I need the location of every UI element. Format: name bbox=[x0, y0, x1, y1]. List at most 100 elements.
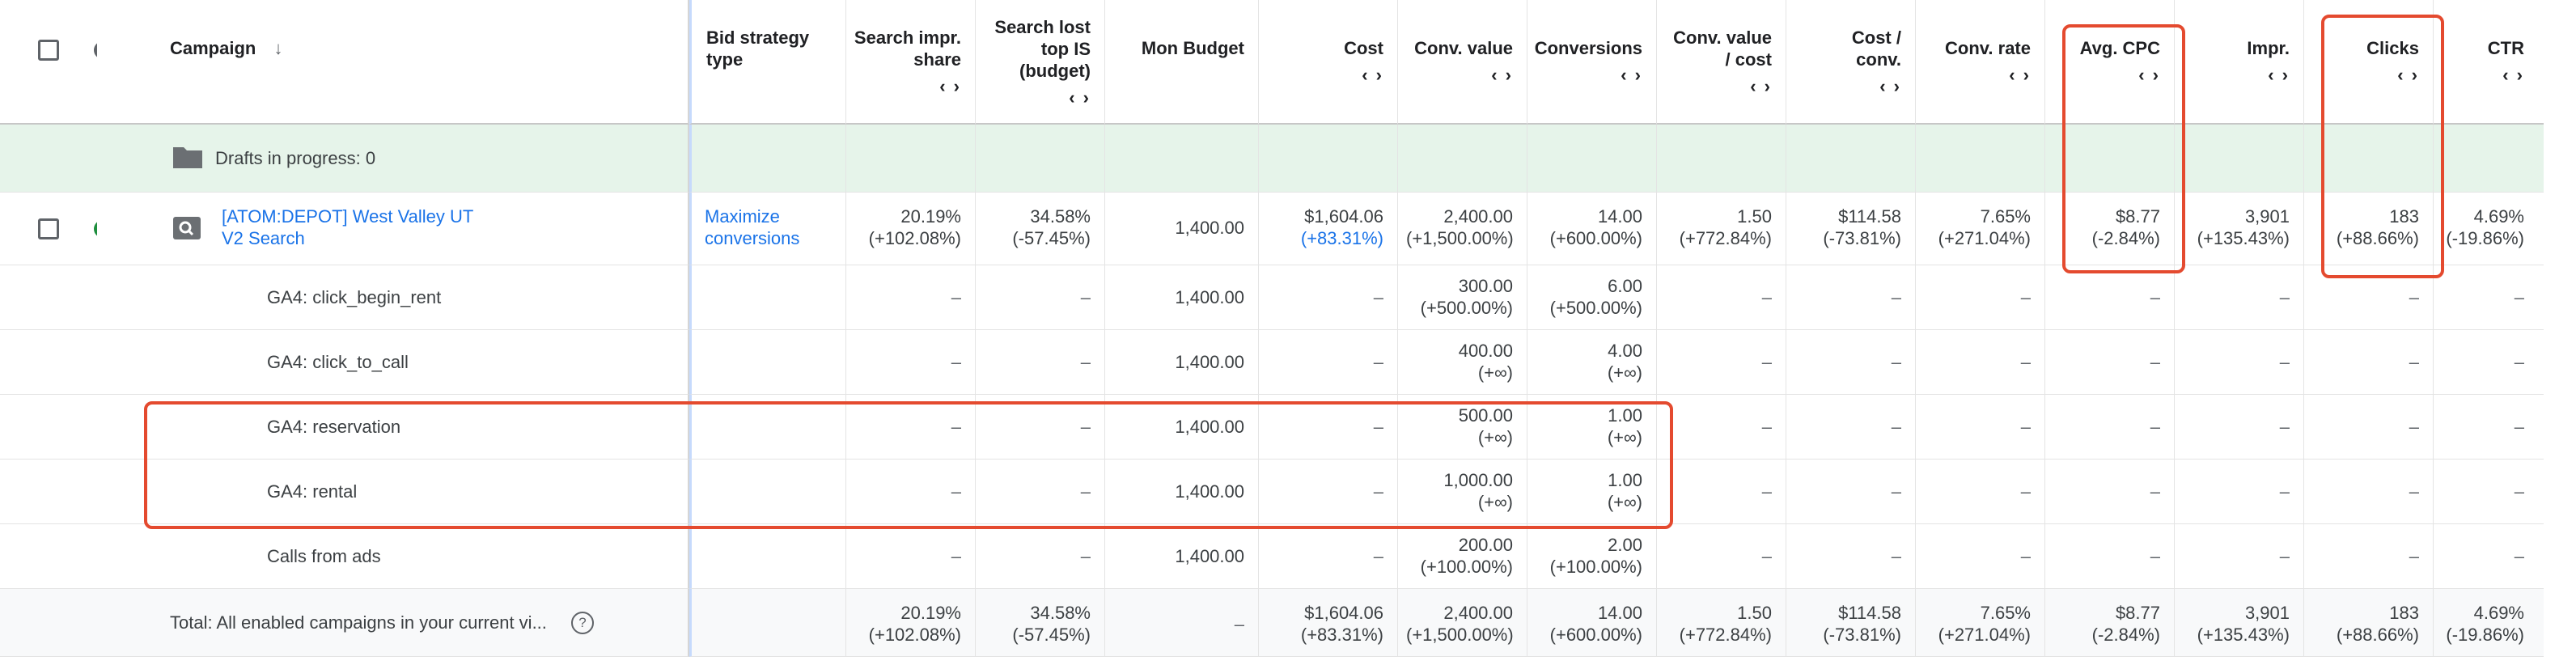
help-icon[interactable]: ? bbox=[570, 612, 594, 634]
dash-value: – bbox=[2279, 481, 2290, 502]
dash-cell: – bbox=[2175, 330, 2304, 395]
header-campaign[interactable]: Campaign ↓ bbox=[97, 0, 689, 125]
dash-value: – bbox=[2020, 481, 2031, 502]
sort-arrows-icon[interactable]: ‹ › bbox=[2268, 65, 2290, 85]
sort-arrows-icon[interactable]: ‹ › bbox=[2397, 65, 2419, 85]
header-search-impr-share[interactable]: Search impr. share ‹ › bbox=[846, 0, 976, 125]
header-label: Conv. value / cost bbox=[1673, 28, 1772, 70]
delta: (-2.84%) bbox=[2091, 228, 2160, 248]
dash-cell: – bbox=[2045, 524, 2175, 589]
sort-down-arrow-icon[interactable]: ↓ bbox=[273, 38, 283, 58]
dash-value: – bbox=[2150, 417, 2160, 437]
subrow-mon-budget: 1,400.00 bbox=[1105, 460, 1259, 524]
header-conv-rate[interactable]: Conv. rate ‹ › bbox=[1916, 0, 2045, 125]
header-impr[interactable]: Impr. ‹ › bbox=[2175, 0, 2304, 125]
dash-cell: – bbox=[2304, 460, 2434, 524]
header-ctr[interactable]: CTR ‹ › bbox=[2434, 0, 2544, 125]
drafts-empty bbox=[1916, 125, 2045, 193]
dash-value: – bbox=[2409, 417, 2419, 437]
value: $1,604.06 bbox=[1304, 206, 1383, 227]
bid-strategy-blank bbox=[689, 460, 846, 524]
dash-value: – bbox=[951, 352, 961, 372]
sort-arrows-icon[interactable]: ‹ › bbox=[1879, 76, 1901, 96]
dash-value: – bbox=[2409, 287, 2419, 307]
dash-value: – bbox=[1373, 417, 1383, 437]
delta: (-19.86%) bbox=[2446, 625, 2524, 645]
subrow-blank bbox=[0, 460, 97, 524]
campaign-name-link[interactable]: [ATOM:DEPOT] West Valley UT V2 Search bbox=[222, 205, 473, 249]
dash-value: – bbox=[951, 546, 961, 566]
sort-arrows-icon[interactable]: ‹ › bbox=[939, 76, 961, 96]
delta[interactable]: (+83.31%) bbox=[1300, 228, 1383, 248]
conversion-action-name: Calls from ads bbox=[267, 546, 381, 566]
header-cost[interactable]: Cost ‹ › bbox=[1259, 0, 1398, 125]
bid-strategy-cell[interactable]: Maximize conversions bbox=[689, 193, 846, 265]
dash-cell: – bbox=[1786, 330, 1916, 395]
value: 14.00 bbox=[1597, 206, 1642, 227]
select-all-checkbox[interactable] bbox=[38, 40, 59, 61]
dash-value: – bbox=[1080, 481, 1091, 502]
header-conv-value-cost[interactable]: Conv. value / cost ‹ › bbox=[1657, 0, 1786, 125]
sort-arrows-icon[interactable]: ‹ › bbox=[1750, 76, 1772, 96]
dash-value: – bbox=[2514, 481, 2524, 502]
dash-value: – bbox=[2150, 481, 2160, 502]
value: 500.00 bbox=[1458, 405, 1513, 426]
header-conversions[interactable]: Conversions ‹ › bbox=[1527, 0, 1657, 125]
sort-arrows-icon[interactable]: ‹ › bbox=[2138, 65, 2160, 85]
header-avg-cpc[interactable]: Avg. CPC ‹ › bbox=[2045, 0, 2175, 125]
header-label: Conv. value bbox=[1414, 38, 1513, 58]
subrow-conversions: 1.00 (+∞) bbox=[1527, 395, 1657, 460]
campaign-mon-budget: 1,400.00 bbox=[1105, 193, 1259, 265]
status-column-dot-icon[interactable] bbox=[94, 41, 97, 59]
dash-cell: – bbox=[2304, 330, 2434, 395]
delta: (-19.86%) bbox=[2446, 228, 2524, 248]
dash-value: – bbox=[2514, 546, 2524, 566]
campaign-conv-value: 2,400.00 (+1,500.00%) bbox=[1398, 193, 1527, 265]
dash-cell: – bbox=[1259, 330, 1398, 395]
drafts-empty bbox=[1786, 125, 1916, 193]
dash-cell: – bbox=[846, 395, 976, 460]
total-value-cell: – bbox=[1105, 589, 1259, 657]
value: 34.58% bbox=[1030, 206, 1091, 227]
campaign-checkbox[interactable] bbox=[38, 218, 59, 239]
sort-arrows-icon[interactable]: ‹ › bbox=[1362, 65, 1383, 85]
value: 1.00 bbox=[1608, 405, 1642, 426]
dash-value: – bbox=[2279, 352, 2290, 372]
dash-value: – bbox=[1891, 287, 1901, 307]
header-label: Search impr. share bbox=[854, 28, 961, 70]
enabled-status-dot-icon[interactable] bbox=[94, 220, 97, 238]
bid-strategy-line1: Maximize bbox=[705, 206, 780, 227]
dash-cell: – bbox=[1786, 460, 1916, 524]
value: 6.00 bbox=[1608, 276, 1642, 296]
sort-arrows-icon[interactable]: ‹ › bbox=[2009, 65, 2031, 85]
sort-arrows-icon[interactable]: ‹ › bbox=[1621, 65, 1642, 85]
total-value-cell: 2,400.00 (+1,500.00%) bbox=[1398, 589, 1527, 657]
delta: (+100.00%) bbox=[1549, 557, 1642, 577]
header-search-lost-top-is[interactable]: Search lost top IS (budget) ‹ › bbox=[976, 0, 1105, 125]
dash-value: – bbox=[2020, 352, 2031, 372]
delta: (-57.45%) bbox=[1012, 228, 1091, 248]
value: 3,901 bbox=[2244, 206, 2290, 227]
subrow-conv-value: 300.00 (+500.00%) bbox=[1398, 265, 1527, 330]
header-conv-value[interactable]: Conv. value ‹ › bbox=[1398, 0, 1527, 125]
campaign-search-lost-top-is: 34.58% (-57.45%) bbox=[976, 193, 1105, 265]
campaign-ctr: 4.69% (-19.86%) bbox=[2434, 193, 2544, 265]
dash-cell: – bbox=[2434, 395, 2544, 460]
sort-arrows-icon[interactable]: ‹ › bbox=[1069, 87, 1091, 108]
drafts-empty bbox=[1657, 125, 1786, 193]
campaign-clicks: 183 (+88.66%) bbox=[2304, 193, 2434, 265]
header-campaign-label: Campaign bbox=[170, 38, 256, 58]
sort-arrows-icon[interactable]: ‹ › bbox=[1491, 65, 1513, 85]
sort-arrows-icon[interactable]: ‹ › bbox=[2502, 65, 2524, 85]
header-bid-strategy[interactable]: Bid strategy type bbox=[689, 0, 846, 125]
header-mon-budget[interactable]: Mon Budget bbox=[1105, 0, 1259, 125]
header-cost-per-conv[interactable]: Cost / conv. ‹ › bbox=[1786, 0, 1916, 125]
header-label: CTR bbox=[2487, 38, 2524, 58]
subrow-conversions: 6.00 (+500.00%) bbox=[1527, 265, 1657, 330]
delta: (+1,500.00%) bbox=[1406, 625, 1514, 645]
dash-cell: – bbox=[2175, 460, 2304, 524]
campaign-cost-per-conv: $114.58 (-73.81%) bbox=[1786, 193, 1916, 265]
header-clicks[interactable]: Clicks ‹ › bbox=[2304, 0, 2434, 125]
subrow-mon-budget: 1,400.00 bbox=[1105, 395, 1259, 460]
drafts-label-cell[interactable]: Drafts in progress: 0 bbox=[97, 125, 689, 193]
